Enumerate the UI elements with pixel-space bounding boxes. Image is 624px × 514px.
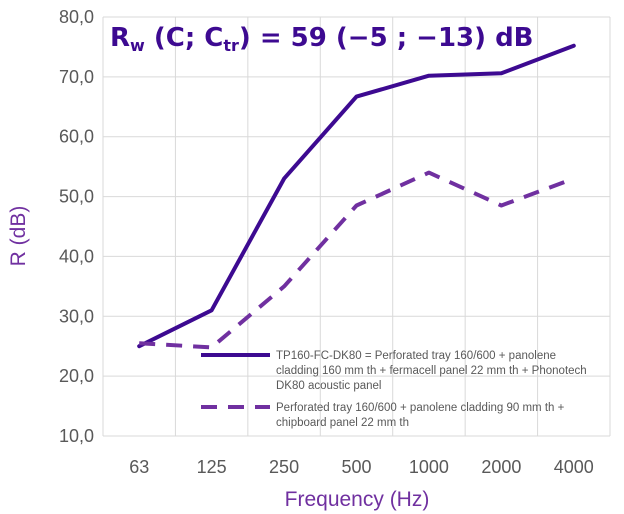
rating-tr-subscript: tr — [223, 36, 239, 55]
rating-open: (C; C — [145, 23, 224, 53]
x-tick-label: 4000 — [554, 457, 594, 477]
y-tick-label: 40,0 — [59, 246, 94, 266]
x-tick-label: 125 — [197, 457, 227, 477]
legend-label-2: Perforated tray 160/600 + panolene cladd… — [276, 402, 565, 414]
y-tick-label: 30,0 — [59, 306, 94, 326]
x-axis-ticks: 63 125 250 500 1000 2000 4000 — [129, 457, 594, 477]
rating-r: R — [110, 23, 130, 53]
legend: TP160-FC-DK80 = Perforated tray 160/600 … — [201, 350, 587, 429]
y-tick-label: 20,0 — [59, 366, 94, 386]
grid-lines — [102, 16, 611, 437]
rating-annotation: Rw (C; Ctr) = 59 (−5 ; −13) dB — [110, 23, 534, 55]
y-axis-title: R (dB) — [7, 206, 30, 267]
x-tick-label: 250 — [269, 457, 299, 477]
x-tick-label: 63 — [129, 457, 149, 477]
rating-w-subscript: w — [130, 36, 145, 55]
series-line-1 — [137, 43, 576, 349]
rating-close: ) = 59 ( — [239, 23, 348, 53]
y-tick-label: 80,0 — [59, 7, 94, 27]
legend-label-1: cladding 160 mm th + fermacell panel 22 … — [276, 365, 587, 377]
rating-spectrum: −5 ; −13 — [348, 23, 474, 53]
y-tick-label: 60,0 — [59, 127, 94, 147]
series-lines — [137, 43, 576, 350]
rating-end: ) dB — [474, 23, 533, 53]
legend-label-2: chipboard panel 22 mm th — [276, 417, 409, 429]
y-tick-label: 10,0 — [59, 426, 94, 446]
y-tick-label: 70,0 — [59, 67, 94, 87]
x-axis-title: Frequency (Hz) — [285, 488, 430, 511]
y-axis-ticks: 10,0 20,0 30,0 40,0 50,0 60,0 70,0 80,0 — [59, 7, 94, 446]
x-tick-label: 2000 — [481, 457, 521, 477]
series-line-2 — [139, 170, 575, 350]
legend-label-1: TP160-FC-DK80 = Perforated tray 160/600 … — [276, 350, 556, 362]
legend-label-1: DK80 acoustic panel — [276, 380, 381, 392]
y-tick-label: 50,0 — [59, 187, 94, 207]
x-tick-label: 1000 — [409, 457, 449, 477]
x-tick-label: 500 — [341, 457, 371, 477]
